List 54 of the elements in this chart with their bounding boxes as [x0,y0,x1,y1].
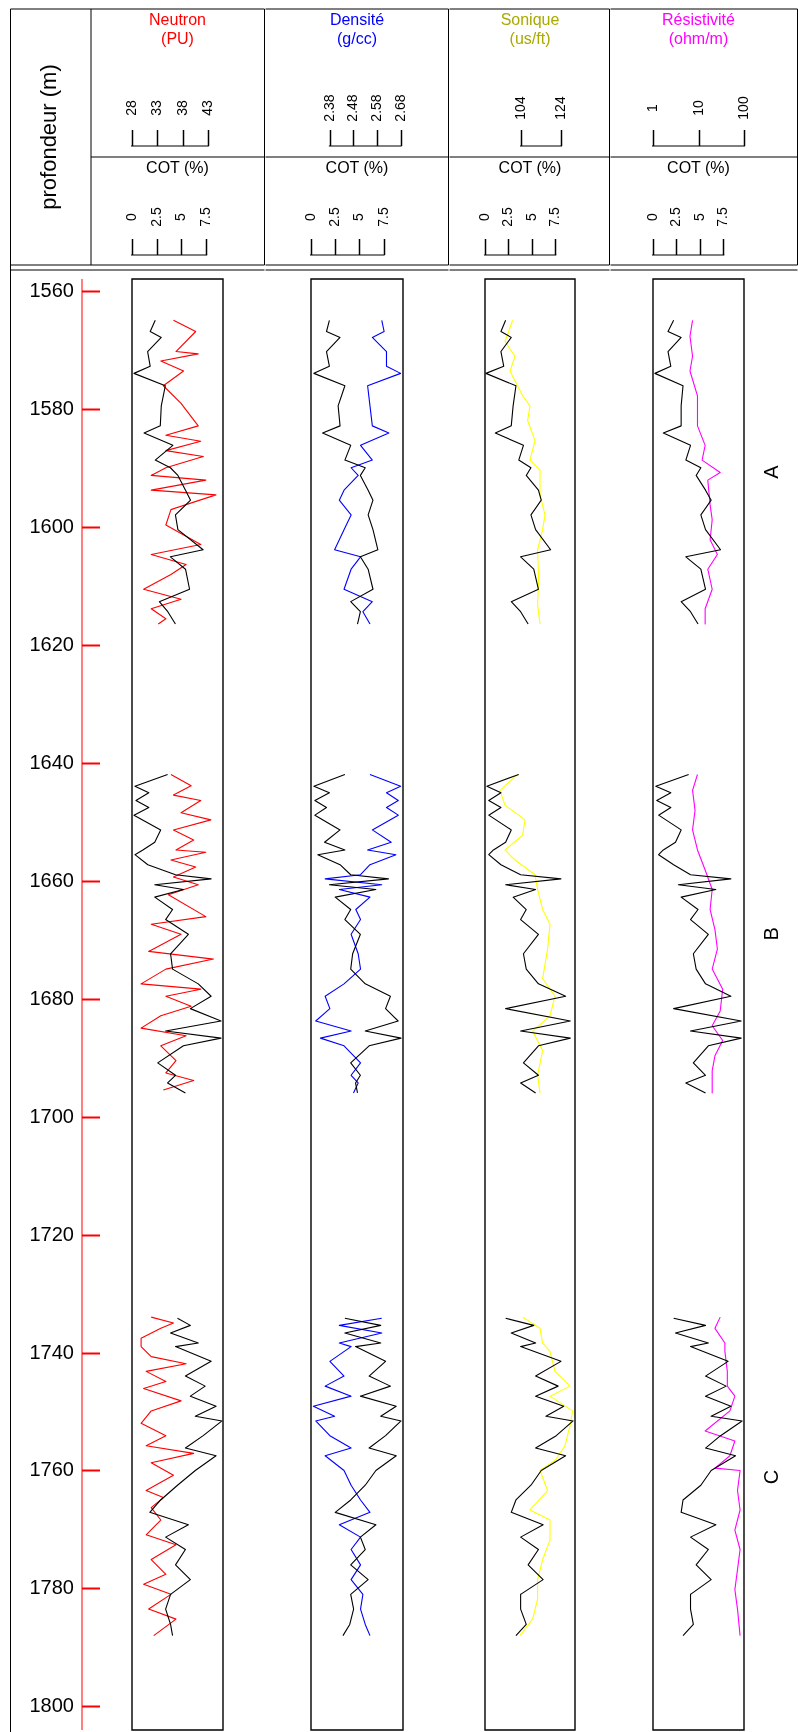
x-axis-title: Neutron (PU) [149,11,206,48]
text: A [759,464,782,479]
x2-tick-label: 2.5 [148,207,165,227]
y-tick-label: 1720 [29,1223,74,1246]
y-tick-label: 1640 [29,751,74,774]
x-axis-title: Densité (g/cc) [329,11,385,48]
y-tick-label: 1600 [29,515,74,538]
y-tick-label: 1660 [29,869,74,892]
y-tick-label: 1560 [29,279,74,302]
x2-tick-label: 2.5 [326,207,343,227]
x-tick-label: 124 [552,96,569,120]
x2-tick-label: 2.5 [499,207,516,227]
x2-tick-label: 7.5 [714,207,731,227]
y-tick-label: 1780 [29,1576,74,1599]
y-tick-label: 1700 [29,1105,74,1128]
text: C [759,1469,782,1485]
y-tick-label: 1800 [29,1694,74,1717]
x-tick-label: 100 [735,96,752,120]
x-tick-label: 104 [512,96,529,120]
x2-axis-title: COT (%) [146,159,209,177]
x2-tick-label: 7.5 [197,207,214,227]
x2-axis-title: COT (%) [667,159,730,177]
x2-tick-label: 0 [302,212,319,221]
y-tick-label: 1680 [29,987,74,1010]
x-axis-title: Résistivité (ohm/m) [662,11,736,48]
x-tick-label: 43 [199,100,216,116]
y-tick-label: 1580 [29,397,74,420]
x2-tick-label: 0 [476,212,493,221]
text: B [759,927,782,941]
y-axis-title: profondeur (m) [36,64,62,210]
x2-tick-label: 2.5 [667,207,684,227]
x-tick-label: 2.48 [344,94,361,122]
x2-axis-title: COT (%) [325,159,389,177]
x-tick-label: 10 [690,100,707,116]
x-tick-label: 1 [644,103,661,112]
x-tick-label: 38 [174,100,191,116]
x2-tick-label: 7.5 [375,207,392,227]
x2-tick-label: 5 [350,212,367,221]
x-tick-label: 28 [123,100,140,116]
x2-tick-label: 5 [523,212,540,221]
y-tick-label: 1740 [29,1341,74,1364]
x2-tick-label: 7.5 [546,207,563,227]
x-tick-label: 2.68 [392,94,409,122]
x-tick-label: 33 [148,100,165,116]
x-tick-label: 2.38 [321,94,338,122]
y-tick-label: 1620 [29,633,74,656]
x2-tick-label: 0 [123,212,140,221]
x2-tick-label: 0 [644,212,661,221]
x2-axis-title: COT (%) [498,159,562,177]
y-tick-label: 1760 [29,1458,74,1481]
x2-tick-label: 5 [691,212,708,221]
x-tick-label: 2.58 [368,94,385,122]
x-axis-title: Sonique (us/ft) [500,11,560,48]
x2-tick-label: 5 [172,212,189,221]
